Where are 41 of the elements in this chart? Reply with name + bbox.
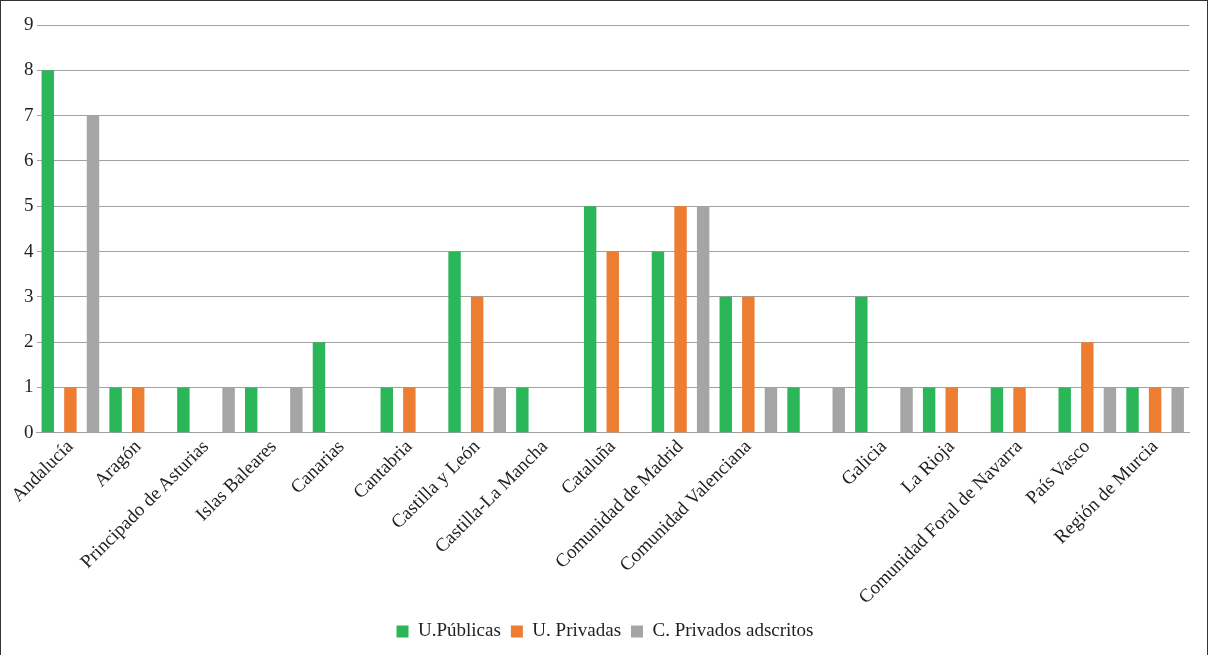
bar xyxy=(945,387,958,433)
bar xyxy=(990,387,1004,433)
legend-label: U.Públicas xyxy=(418,619,501,641)
bar xyxy=(403,387,416,433)
bar xyxy=(606,251,619,433)
y-tick-label: 6 xyxy=(24,148,34,170)
y-tick-label: 5 xyxy=(24,194,34,216)
bar xyxy=(177,387,190,433)
bar xyxy=(64,387,77,433)
y-tick-label: 7 xyxy=(24,103,34,125)
y-tick-label: 4 xyxy=(24,239,34,261)
bar xyxy=(1126,387,1139,433)
bar xyxy=(41,70,55,433)
bar xyxy=(470,296,484,433)
bar xyxy=(787,387,800,433)
bar xyxy=(1058,387,1071,433)
y-tick-label: 3 xyxy=(24,284,34,306)
bar xyxy=(312,342,326,433)
bar xyxy=(1081,342,1094,433)
bar xyxy=(651,251,665,433)
bar xyxy=(719,296,732,433)
bar xyxy=(244,387,258,433)
bar xyxy=(109,387,122,433)
bar xyxy=(742,296,755,433)
bar xyxy=(131,387,145,433)
y-tick-label: 1 xyxy=(24,375,34,397)
bar xyxy=(516,387,529,433)
bar xyxy=(674,206,687,433)
y-tick-label: 2 xyxy=(24,330,34,352)
bar xyxy=(1148,387,1162,433)
legend-label: C. Privados adscritos xyxy=(652,619,814,641)
legend-label: U. Privadas xyxy=(532,619,622,641)
y-tick-label: 9 xyxy=(24,12,34,34)
bar xyxy=(1013,387,1026,433)
bar xyxy=(922,387,936,433)
y-tick-label: 8 xyxy=(24,58,34,80)
bar xyxy=(448,251,461,433)
y-tick-label: 0 xyxy=(24,420,34,442)
bar xyxy=(380,387,393,433)
bar xyxy=(855,296,868,433)
bar xyxy=(583,206,597,433)
